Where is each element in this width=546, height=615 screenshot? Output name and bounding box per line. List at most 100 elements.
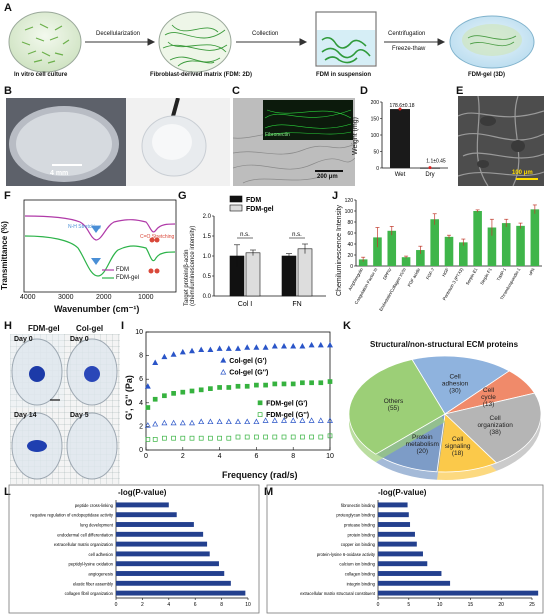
k-count-5: (55) (388, 405, 400, 412)
d-ytick-4: 200 (371, 100, 380, 106)
i-point-2-4 (180, 389, 186, 395)
panel-h-photo: Day 0 Day 0 Day 14 Day 5 (10, 334, 120, 484)
i-point-2-6 (198, 387, 204, 393)
panel-label-c: C (232, 85, 240, 97)
m-bar-1 (378, 512, 409, 518)
g-ytick-3: 1.5 (203, 234, 212, 240)
l-category-5: cell adhesion (89, 552, 114, 557)
g-ylabel: Target protein/β-actin (chemiluminescenc… (184, 225, 196, 306)
i-point-2-3 (171, 391, 176, 396)
i-point-2-17 (300, 380, 305, 386)
l-bar-0 (116, 502, 169, 508)
m-bar-3 (378, 531, 415, 537)
i-legend-2: FDM-gel (G') (266, 400, 307, 407)
i-point-0-11 (244, 344, 251, 350)
i-point-1-8 (216, 418, 223, 425)
i-point-0-1 (152, 359, 159, 366)
l-category-2: lung development (80, 522, 114, 527)
j-ytick-6: 120 (345, 198, 354, 204)
l-xtick-3: 6 (194, 602, 197, 608)
i-point-3-12 (254, 434, 259, 440)
i-point-1-13 (262, 417, 269, 423)
i-point-3-1 (152, 437, 158, 442)
i-xtick-3: 6 (254, 453, 258, 460)
i-point-0-2 (161, 353, 168, 360)
fdm-dish (158, 11, 232, 73)
d-ytick-1: 50 (373, 150, 379, 156)
step-label-suspension: FDM in suspension (316, 72, 372, 78)
d-bar-0 (390, 109, 410, 168)
i-point-1-2 (161, 419, 168, 426)
i-point-0-13 (262, 344, 269, 350)
i-xtick-4: 8 (291, 453, 295, 460)
l-bar-2 (116, 522, 194, 527)
gel-blob-col-day0 (84, 366, 100, 382)
i-point-2-10 (235, 383, 241, 389)
d-ytick-0: 0 (376, 166, 379, 172)
panel-f-chart (23, 199, 177, 293)
f-xlabel: Wavenumber (cm⁻¹) (54, 304, 140, 314)
j-ylabel: Chemiluminescence Intensity (336, 204, 343, 296)
i-point-2-18 (309, 380, 314, 386)
i-point-2-20 (327, 379, 333, 384)
fdm-fibers-graphic (162, 24, 228, 67)
i-point-3-15 (281, 434, 287, 440)
g-legend-1: FDM-gel (246, 206, 274, 213)
panel-label-j: J (332, 190, 339, 202)
h-day0-b: Day 0 (70, 336, 89, 343)
m-xtick-5: 25 (529, 602, 535, 608)
h-col-col-gel: Col-gel (76, 324, 104, 333)
j-xtick-9: Serpin F1 (479, 266, 493, 285)
l-bar-8 (116, 580, 231, 586)
k-label-2-0: Cell (490, 415, 502, 422)
j-ytick-0: 0 (350, 264, 353, 270)
arrow-label-decellularization: Decellularization (96, 31, 141, 37)
ftir-line-fdm-gel (24, 235, 176, 277)
d-ylabel: Weight (mg) (352, 117, 359, 155)
i-point-1-11 (244, 418, 251, 425)
g-ytick-0: 0.0 (203, 294, 212, 300)
step-label-fdm-2d: Fibroblast-derived matrix (FDM: 2D) (150, 72, 253, 78)
i-point-3-11 (244, 434, 250, 440)
k-label-5-0: Others (384, 398, 404, 405)
i-point-2-16 (290, 381, 296, 387)
m-xtick-0: 0 (377, 602, 380, 608)
i-point-0-8 (216, 345, 223, 351)
k-label-3-0: Cell (452, 436, 464, 443)
f-annotation-nh: N-H Stretching (68, 224, 101, 230)
l-category-9: collagen fibril organization (65, 591, 114, 596)
i-point-3-7 (208, 435, 213, 441)
gel-blob-fdm-day14 (27, 440, 47, 452)
i-point-1-17 (299, 417, 306, 423)
i-ytick-5: 10 (135, 329, 143, 336)
d-xtick-0: Wet (395, 172, 406, 178)
j-bar-2 (387, 230, 397, 266)
i-xtick-5: 10 (326, 453, 334, 460)
i-legend-0: Col-gel (G') (229, 358, 266, 365)
l-xtick-0: 0 (115, 602, 118, 608)
j-ytick-4: 80 (347, 220, 353, 226)
f-xtick-1: 3000 (58, 294, 74, 301)
i-point-3-14 (272, 434, 278, 440)
m-bar-5 (378, 551, 423, 557)
j-ytick-5: 100 (345, 209, 354, 215)
l-xtick-5: 10 (245, 602, 251, 608)
gel-blob-fdm-day0 (29, 366, 45, 382)
l-title: -log(P-value) (118, 488, 167, 497)
h-day5: Day 5 (70, 412, 89, 419)
g-xtick-1: FN (292, 301, 301, 308)
panel-label-d: D (360, 85, 368, 97)
j-xtick-3: Endostatin/Collagen XVIII (378, 267, 407, 312)
i-legend-marker-0 (220, 357, 227, 363)
cells-graphic (21, 23, 70, 64)
l-bar-5 (116, 551, 210, 557)
i-point-1-19 (317, 417, 324, 423)
i-point-3-16 (290, 434, 296, 440)
i-point-1-12 (253, 418, 260, 425)
g-bar-1-1 (297, 248, 313, 297)
d-ytick-3: 150 (371, 117, 380, 123)
j-xtick-4: FGF acidic (407, 266, 422, 287)
j-ytick-2: 40 (347, 242, 353, 248)
